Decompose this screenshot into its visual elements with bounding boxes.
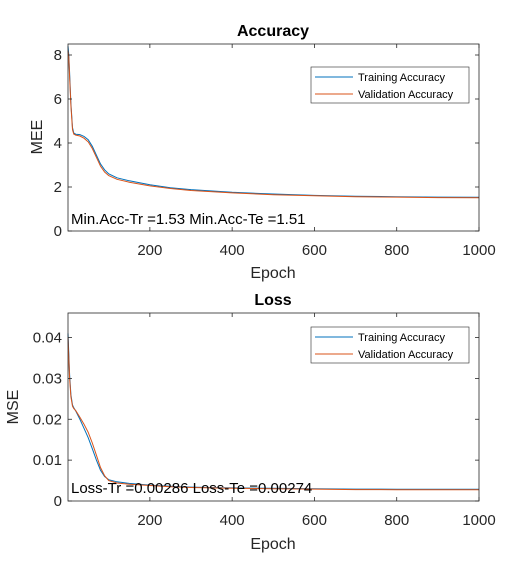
x-axis-label: Epoch: [250, 536, 295, 553]
x-tick-label: 200: [137, 512, 162, 529]
x-tick-label: 800: [384, 242, 409, 259]
y-tick-label: 0.04: [33, 330, 62, 347]
x-tick-label: 400: [220, 512, 245, 529]
x-tick-label: 1000: [462, 242, 495, 259]
y-axis-label: MSE: [5, 390, 22, 425]
x-tick-label: 400: [220, 242, 245, 259]
legend-label-validation: Validation Accuracy: [358, 89, 454, 101]
y-tick-label: 0.01: [33, 452, 62, 469]
series-layer: [67, 333, 479, 491]
x-axis-label: Epoch: [250, 265, 295, 282]
chart-title: Accuracy: [237, 23, 309, 40]
y-tick-label: 0: [54, 223, 62, 240]
tick-layer: 200 400 600 800 1000 0 0.01 0.02 0.03 0.04: [33, 313, 496, 529]
annotation-text: Loss-Tr =0.00286 Loss-Te =0.00274: [71, 480, 312, 497]
tick-layer: 200 400 600 800 1000 0 2 4 6 8: [54, 44, 496, 259]
axes-box: [67, 312, 480, 502]
legend: Training Accuracy Validation Accuracy: [310, 326, 470, 364]
loss-chart: Loss 200 400 600 800 1000 0 0.01 0.02 0.03 0.04 E…: [5, 292, 496, 553]
legend-label-training: Training Accuracy: [358, 72, 446, 84]
axes-box: [67, 43, 480, 232]
legend-box: [310, 326, 470, 364]
x-tick-label: 200: [137, 242, 162, 259]
series-layer: [67, 46, 480, 199]
annotation-text: Min.Acc-Tr =1.53 Min.Acc-Te =1.51: [71, 211, 306, 228]
y-tick-label: 4: [54, 135, 62, 152]
chart-title: Loss: [254, 292, 291, 309]
y-tick-label: 2: [54, 179, 62, 196]
x-tick-label: 600: [302, 242, 327, 259]
y-tick-label: 0: [54, 493, 62, 510]
legend-label-validation: Validation Accuracy: [358, 349, 454, 361]
series-line-validation: [67, 50, 480, 199]
accuracy-chart: Accuracy 200 400 600 800 1000 0 2 4 6 8 Epoch MEE…: [29, 23, 496, 282]
legend: Training Accuracy Validation Accuracy: [310, 66, 470, 104]
x-tick-label: 800: [384, 512, 409, 529]
legend-box: [310, 66, 470, 104]
series-line-validation: [67, 337, 479, 491]
y-axis-label: MEE: [29, 120, 46, 155]
x-tick-label: 600: [302, 512, 327, 529]
y-tick-label: 8: [54, 47, 62, 64]
y-tick-label: 0.03: [33, 370, 62, 387]
y-tick-label: 6: [54, 91, 62, 108]
y-tick-label: 0.02: [33, 411, 62, 428]
x-tick-label: 1000: [462, 512, 495, 529]
legend-label-training: Training Accuracy: [358, 332, 446, 344]
